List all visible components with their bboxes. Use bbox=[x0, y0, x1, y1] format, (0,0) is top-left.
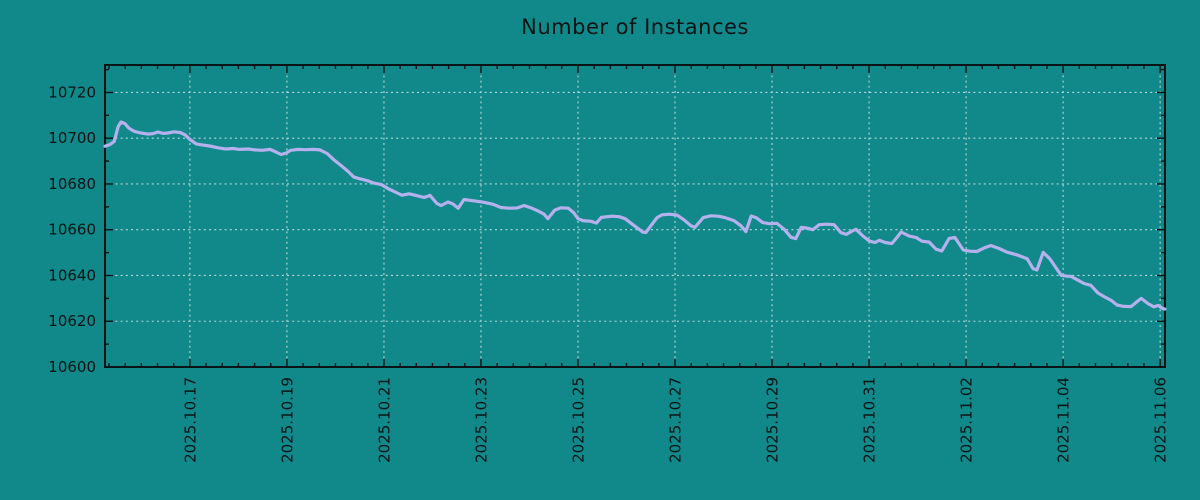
x-tick-label: 2025.10.17 bbox=[181, 377, 199, 463]
y-tick-label: 10600 bbox=[48, 358, 96, 376]
x-tick-label: 2025.10.25 bbox=[569, 377, 587, 463]
y-tick-label: 10660 bbox=[48, 221, 96, 239]
x-tick-label: 2025.11.06 bbox=[1152, 377, 1170, 463]
x-tick-label: 2025.10.19 bbox=[278, 377, 296, 463]
x-tick-label: 2025.10.23 bbox=[472, 377, 490, 463]
chart-title: Number of Instances bbox=[521, 15, 749, 39]
x-tick-label: 2025.11.04 bbox=[1055, 377, 1073, 463]
y-tick-label: 10680 bbox=[48, 175, 96, 193]
plot-border bbox=[104, 64, 1166, 368]
y-tick-label: 10700 bbox=[48, 129, 96, 147]
x-tick-label: 2025.10.29 bbox=[764, 377, 782, 463]
series-line bbox=[103, 120, 1167, 311]
x-tick-label: 2025.10.31 bbox=[861, 377, 879, 463]
y-tick-label: 10720 bbox=[48, 83, 96, 101]
y-tick-label: 10640 bbox=[48, 266, 96, 284]
y-tick-label: 10620 bbox=[48, 312, 96, 330]
x-tick-label: 2025.10.27 bbox=[667, 377, 685, 463]
x-tick-label: 2025.11.02 bbox=[958, 377, 976, 463]
grid-lines bbox=[105, 65, 1165, 368]
axis-labels: 2025.10.17 2025.10.19 2025.10.21 2025.10.23… bbox=[48, 83, 1169, 462]
x-tick-label: 2025.10.21 bbox=[375, 377, 393, 463]
